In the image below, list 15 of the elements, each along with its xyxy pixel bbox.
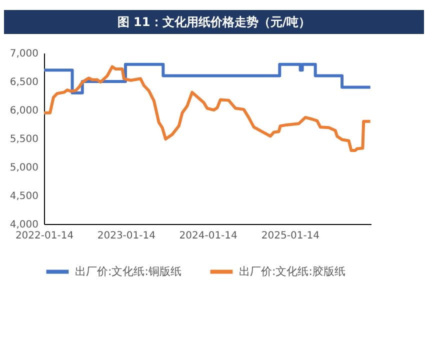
x-tick-label: 2025-01-14 xyxy=(261,230,320,242)
y-tick-label: 5,000 xyxy=(10,162,38,174)
chart-title: 图 11：文化用纸价格走势（元/吨） xyxy=(117,15,311,29)
y-tick-label: 5,500 xyxy=(10,134,38,145)
y-tick-label: 6,500 xyxy=(10,77,38,88)
y-tick-label: 7,000 xyxy=(10,48,38,60)
y-tick-label: 4,500 xyxy=(10,191,38,202)
x-tick-label: 2022-01-14 xyxy=(15,230,74,242)
x-tick-label: 2024-01-14 xyxy=(179,230,238,242)
x-tick-label: 2023-01-14 xyxy=(97,230,156,242)
line-series xyxy=(44,65,371,152)
legend-label: 出厂价:文化纸:胶版纸 xyxy=(239,264,346,278)
legend-label: 出厂价:文化纸:铜版纸 xyxy=(75,264,182,278)
y-tick-label: 4,000 xyxy=(10,220,38,230)
y-tick-label: 6,000 xyxy=(10,106,38,116)
